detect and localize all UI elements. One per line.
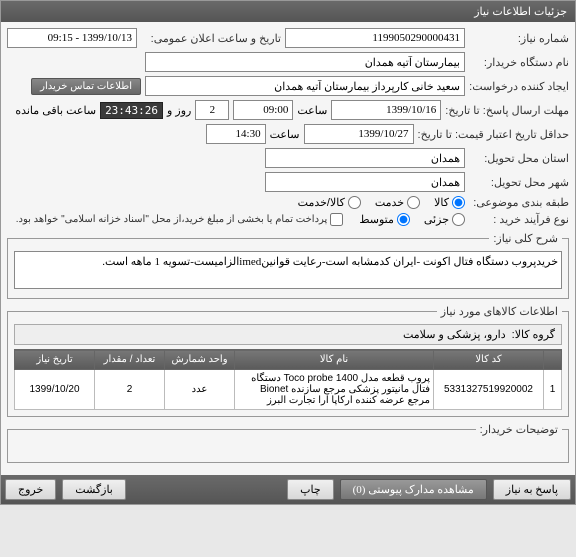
label-hour-2: ساعت — [270, 128, 300, 141]
deadline-valid-date[interactable] — [304, 124, 414, 144]
label-item-group: گروه کالا: — [512, 328, 555, 341]
cell-idx: 1 — [544, 370, 562, 410]
label-province: استان محل تحویل: — [469, 152, 569, 165]
print-button[interactable]: چاپ — [287, 479, 334, 500]
cell-date: 1399/10/20 — [15, 370, 95, 410]
th-qty: تعداد / مقدار — [95, 350, 165, 370]
label-announce: تاریخ و ساعت اعلان عمومی: — [141, 32, 281, 45]
radio-goods-label: کالا — [434, 196, 449, 209]
treasury-checkbox[interactable] — [330, 213, 343, 226]
th-code: کد کالا — [434, 350, 544, 370]
items-fieldset: اطلاعات کالاهای مورد نیاز گروه کالا: دار… — [7, 305, 569, 417]
radio-medium[interactable] — [397, 213, 410, 226]
label-deadline-send: مهلت ارسال پاسخ: تا تاریخ: — [445, 104, 569, 117]
cell-code: 5331327519920002 — [434, 370, 544, 410]
remain-clock: 23:43:26 — [100, 102, 163, 119]
th-unit: واحد شمارش — [165, 350, 235, 370]
remain-days — [195, 100, 229, 120]
th-idx — [544, 350, 562, 370]
contact-info-button[interactable]: اطلاعات تماس خریدار — [31, 78, 141, 95]
item-group-value: دارو، پزشکی و سلامت — [21, 328, 506, 341]
radio-service[interactable] — [407, 196, 420, 209]
back-button[interactable]: بازگشت — [62, 479, 126, 500]
deadline-valid-time[interactable] — [206, 124, 266, 144]
general-desc-legend: شرح کلی نیاز: — [489, 232, 562, 245]
th-date: تاریخ نیاز — [15, 350, 95, 370]
radio-medium-label: متوسط — [359, 213, 394, 226]
deadline-send-date[interactable] — [331, 100, 441, 120]
radio-small[interactable] — [452, 213, 465, 226]
label-need-no: شماره نیاز: — [469, 32, 569, 45]
panel-body: شماره نیاز: تاریخ و ساعت اعلان عمومی: نا… — [1, 22, 575, 475]
cell-qty: 2 — [95, 370, 165, 410]
city-field[interactable] — [265, 172, 465, 192]
items-table: کد کالا نام کالا واحد شمارش تعداد / مقدا… — [14, 349, 562, 410]
cell-name: پروب قطعه مدل Toco probe 1400 دستگاه فتا… — [235, 370, 434, 410]
radio-goods-service-label: کالا/خدمت — [298, 196, 345, 209]
label-remain-days: روز و — [167, 104, 191, 117]
announce-field[interactable] — [7, 28, 137, 48]
treasury-note: پرداخت تمام یا بخشی از مبلغ خرید،از محل … — [16, 214, 328, 225]
panel-title: جزئیات اطلاعات نیاز — [1, 1, 575, 22]
creator-field[interactable] — [145, 76, 465, 96]
footer-bar: پاسخ به نیاز مشاهده مدارک پیوستی (0) چاپ… — [1, 475, 575, 504]
table-row[interactable]: 1 5331327519920002 پروب قطعه مدل Toco pr… — [15, 370, 562, 410]
label-creator: ایجاد کننده درخواست: — [469, 80, 569, 93]
label-deadline-valid: حداقل تاریخ اعتبار قیمت: تا تاریخ: — [418, 128, 569, 141]
radio-goods[interactable] — [452, 196, 465, 209]
deadline-send-time[interactable] — [233, 100, 293, 120]
radio-small-label: جزئی — [424, 213, 449, 226]
packaging-radio-group: کالا خدمت کالا/خدمت — [298, 196, 465, 209]
general-desc-textarea[interactable] — [14, 251, 562, 289]
label-packaging: طبقه بندی موضوعی: — [469, 196, 569, 209]
exit-button[interactable]: خروج — [5, 479, 56, 500]
label-buyer-org: نام دستگاه خریدار: — [469, 56, 569, 69]
attachments-button[interactable]: مشاهده مدارک پیوستی (0) — [340, 479, 487, 500]
buy-type-radio-group: جزئی متوسط — [359, 213, 465, 226]
label-hour-1: ساعت — [297, 104, 327, 117]
radio-service-label: خدمت — [375, 196, 404, 209]
general-desc-fieldset: شرح کلی نیاز: — [7, 232, 569, 299]
label-remain-hours: ساعت باقی مانده — [15, 104, 96, 117]
label-city: شهر محل تحویل: — [469, 176, 569, 189]
buyer-org-field[interactable] — [145, 52, 465, 72]
need-no-field[interactable] — [285, 28, 465, 48]
province-field[interactable] — [265, 148, 465, 168]
buyer-notes-legend: توضیحات خریدار: — [476, 423, 562, 436]
need-details-panel: جزئیات اطلاعات نیاز شماره نیاز: تاریخ و … — [0, 0, 576, 505]
buyer-notes-fieldset: توضیحات خریدار: — [7, 423, 569, 463]
label-buy-type: نوع فرآیند خرید : — [469, 213, 569, 226]
radio-goods-service[interactable] — [348, 196, 361, 209]
items-legend: اطلاعات کالاهای مورد نیاز — [437, 305, 562, 318]
cell-unit: عدد — [165, 370, 235, 410]
reply-button[interactable]: پاسخ به نیاز — [493, 479, 571, 500]
th-name: نام کالا — [235, 350, 434, 370]
